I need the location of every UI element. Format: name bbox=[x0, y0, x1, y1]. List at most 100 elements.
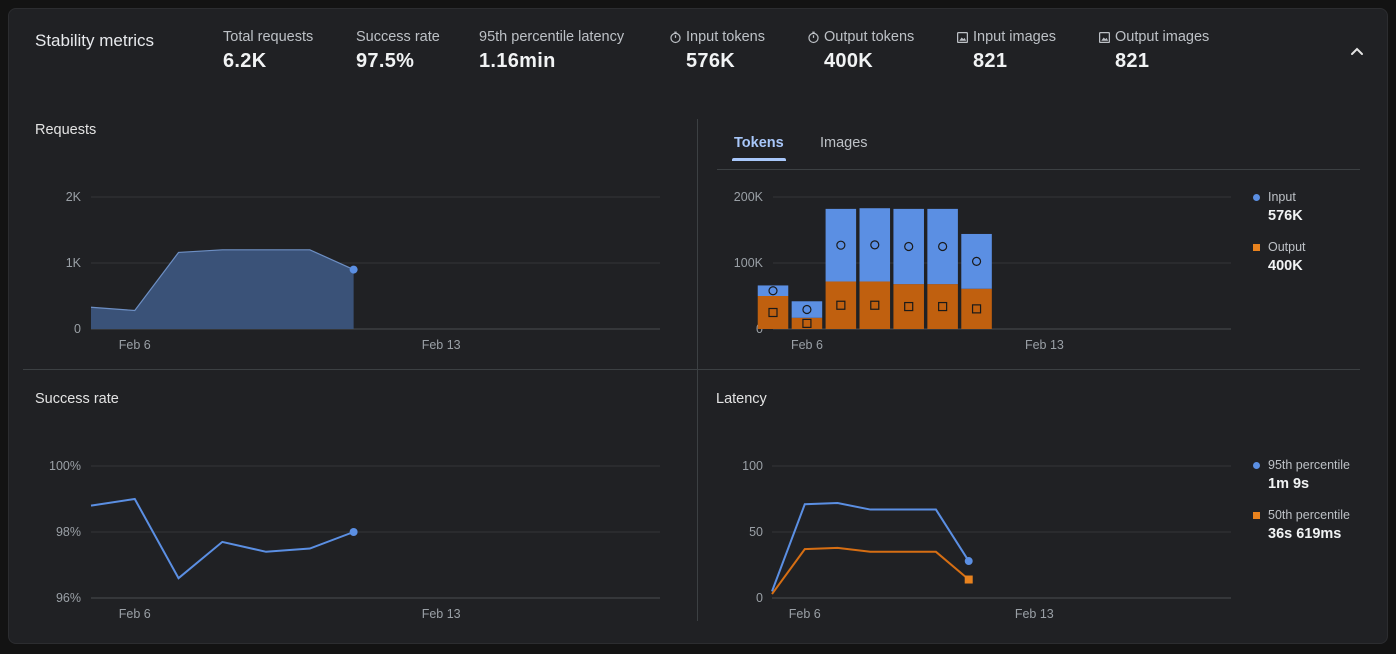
bar-output bbox=[859, 281, 891, 329]
latency-legend: 95th percentile 1m 9s 50th percentile 36… bbox=[1253, 458, 1350, 558]
tokens-legend: Input 576K Output 400K bbox=[1253, 190, 1306, 290]
divider-vertical bbox=[697, 119, 698, 621]
bar-input-marker bbox=[938, 241, 948, 252]
chart-tabs: Tokens Images bbox=[717, 129, 1360, 170]
bar-input-marker bbox=[870, 240, 880, 250]
legend-value: 1m 9s bbox=[1268, 476, 1310, 492]
metric-value: 6.2K bbox=[223, 50, 267, 72]
y-tick-label: 100 bbox=[742, 459, 763, 473]
metric-p95-latency: 95th percentile latency 1.16min bbox=[479, 29, 624, 73]
legend-label: Input bbox=[1268, 190, 1296, 204]
x-tick-label: Feb 6 bbox=[119, 607, 151, 621]
requests-point bbox=[349, 265, 358, 274]
latency-p50-line bbox=[771, 546, 970, 595]
metric-value: 1.16min bbox=[479, 50, 556, 72]
bar-input-marker bbox=[768, 286, 778, 296]
legend-label: 50th percentile bbox=[1268, 508, 1351, 522]
metric-value: 400K bbox=[824, 50, 874, 72]
latency-chart: 0 50 100 Feb 6 Feb 13 bbox=[742, 459, 1231, 621]
legend-dot-icon bbox=[1253, 193, 1260, 201]
latency-p50-point bbox=[964, 575, 973, 584]
success-point bbox=[349, 528, 358, 536]
tab-images[interactable]: Images bbox=[820, 135, 868, 151]
requests-title: Requests bbox=[35, 122, 97, 138]
success-line bbox=[90, 497, 354, 580]
bar-input bbox=[757, 285, 789, 296]
bar-output-marker bbox=[971, 304, 982, 314]
y-tick-label: 200K bbox=[734, 190, 764, 204]
stability-metrics-panel: Stability metrics Total requests 6.2K Su… bbox=[8, 8, 1388, 644]
x-tick-label: Feb 13 bbox=[1025, 338, 1064, 352]
bar-input bbox=[893, 208, 924, 285]
legend-label: Output bbox=[1268, 240, 1306, 254]
bar-output-marker bbox=[904, 301, 914, 312]
image-icon bbox=[957, 31, 968, 43]
x-tick-label: Feb 13 bbox=[1015, 607, 1054, 621]
requests-chart: 0 1K 2K Feb 6 Feb 13 bbox=[66, 190, 660, 352]
metric-output-images: Output images 821 bbox=[1098, 29, 1209, 73]
requests-area bbox=[91, 249, 354, 329]
bar-output bbox=[825, 281, 857, 329]
metric-label: Output tokens bbox=[824, 29, 915, 45]
metric-value: 821 bbox=[973, 50, 1008, 72]
legend-square-icon bbox=[1253, 243, 1260, 251]
legend-value: 36s 619ms bbox=[1268, 526, 1342, 542]
token-icon bbox=[808, 31, 819, 43]
y-tick-label: 50 bbox=[749, 525, 763, 539]
metric-output-tokens: Output tokens 400K bbox=[807, 29, 914, 73]
success-rate-chart: 96% 98% 100% Feb 6 Feb 13 bbox=[49, 459, 660, 621]
latency-title: Latency bbox=[716, 391, 767, 407]
bar-input bbox=[859, 208, 891, 282]
x-tick-label: Feb 13 bbox=[422, 338, 461, 352]
y-tick-label: 100K bbox=[734, 256, 764, 270]
metric-label: Input images bbox=[973, 29, 1057, 45]
legend-p50: 50th percentile 36s 619ms bbox=[1253, 508, 1350, 542]
metric-total-requests: Total requests 6.2K bbox=[223, 29, 313, 73]
metric-input-images: Input images 821 bbox=[956, 29, 1056, 73]
y-tick-label: 98% bbox=[56, 525, 81, 539]
bar-output bbox=[927, 284, 958, 329]
success-rate-title: Success rate bbox=[35, 391, 119, 407]
y-tick-label: 0 bbox=[74, 322, 81, 336]
metric-label: 95th percentile latency bbox=[479, 29, 625, 45]
bar-input-marker bbox=[904, 241, 914, 252]
image-icon bbox=[1099, 31, 1110, 43]
bar-output-marker bbox=[836, 300, 846, 310]
bar-output-marker bbox=[768, 307, 778, 318]
divider-horizontal bbox=[23, 369, 1360, 370]
x-tick-label: Feb 6 bbox=[789, 607, 821, 621]
y-tick-label: 100% bbox=[49, 459, 81, 473]
x-tick-label: Feb 13 bbox=[422, 607, 461, 621]
legend-value: 576K bbox=[1268, 208, 1303, 224]
bar-output bbox=[791, 317, 823, 329]
metric-label: Input tokens bbox=[686, 29, 765, 45]
bar-output bbox=[961, 288, 992, 329]
y-tick-label: 0 bbox=[756, 591, 763, 605]
bar-input-marker bbox=[802, 304, 812, 315]
panel-title: Stability metrics bbox=[35, 31, 155, 50]
token-icon bbox=[670, 31, 681, 43]
legend-dot-icon bbox=[1253, 461, 1260, 469]
legend-p95: 95th percentile 1m 9s bbox=[1253, 458, 1350, 492]
bar-input-marker bbox=[971, 256, 982, 266]
metric-label: Output images bbox=[1115, 29, 1210, 45]
bar-output-marker bbox=[802, 318, 812, 328]
bar-input bbox=[927, 208, 958, 285]
collapse-button[interactable] bbox=[1347, 41, 1367, 61]
metric-value: 97.5% bbox=[356, 50, 415, 72]
bar-input bbox=[961, 233, 992, 289]
latency-p95-point bbox=[964, 557, 973, 566]
bar-input bbox=[825, 208, 857, 282]
y-tick-label: 2K bbox=[66, 190, 82, 204]
tab-tokens[interactable]: Tokens bbox=[732, 135, 786, 161]
bar-output-marker bbox=[938, 301, 948, 312]
charts-canvas: 0 1K 2K Feb 6 Feb 13 0 100K 200K Feb 6 Feb 13 96… bbox=[49, 190, 1231, 621]
legend-square-icon bbox=[1253, 511, 1260, 519]
metric-label: Success rate bbox=[356, 29, 440, 45]
metric-value: 821 bbox=[1115, 50, 1150, 72]
metric-input-tokens: Input tokens 576K bbox=[669, 29, 765, 73]
x-tick-label: Feb 6 bbox=[119, 338, 151, 352]
bar-output bbox=[757, 296, 789, 329]
y-tick-label: 1K bbox=[66, 256, 82, 270]
